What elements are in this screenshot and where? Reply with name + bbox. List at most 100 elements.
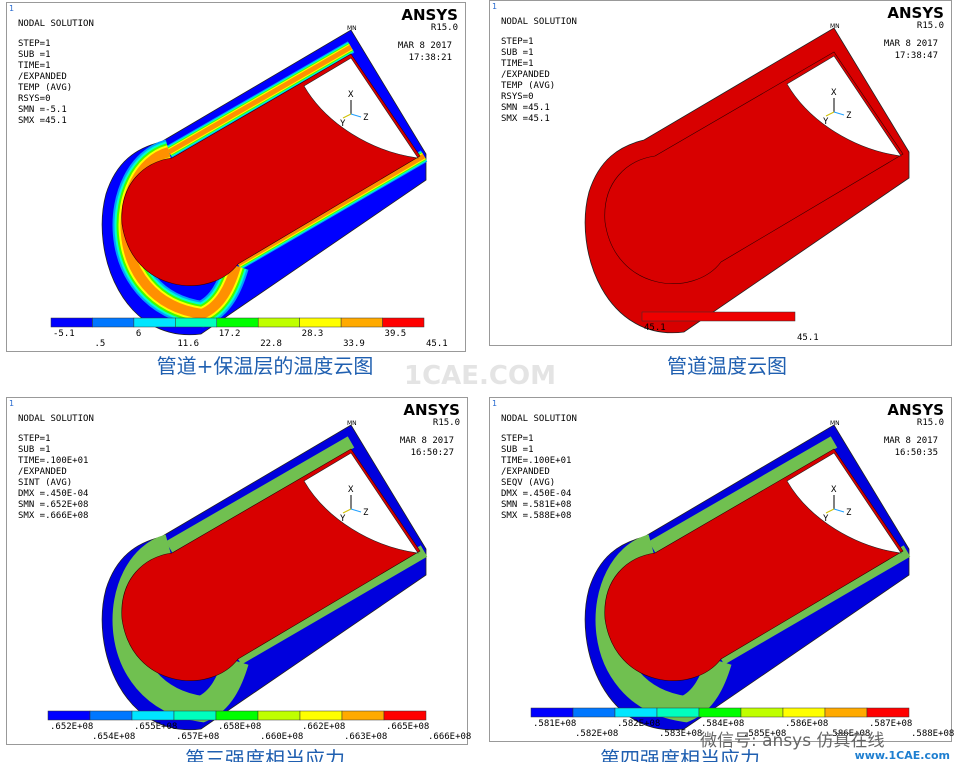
open-end	[303, 452, 419, 554]
legend-label-top: .581E+08	[533, 719, 576, 729]
watermark-center: 1CAE.COM	[404, 361, 556, 391]
legend-label-top: .584E+08	[701, 719, 744, 729]
legend-label-top: .658E+08	[218, 722, 261, 732]
caption: 第四强度相当应力	[600, 747, 760, 762]
legend-label-bottom: .582E+08	[575, 729, 618, 739]
date: MAR 8 2017	[398, 41, 452, 51]
legend-swatch	[572, 707, 616, 718]
triad-z	[350, 113, 362, 118]
legend-label-bottom: .654E+08	[92, 732, 135, 742]
version: R15.0	[917, 21, 944, 31]
legend-swatch	[257, 317, 300, 328]
legend-label-bottom: 33.9	[343, 339, 365, 349]
axis-label: X	[831, 485, 837, 495]
legend-swatch	[698, 707, 742, 718]
legend-label-top: -5.1	[53, 329, 75, 339]
legend-swatch	[92, 317, 135, 328]
caption: 第三强度相当应力	[185, 747, 345, 762]
legend-swatch	[740, 707, 784, 718]
open-end	[786, 452, 902, 554]
info-line: RSYS=0	[18, 94, 51, 104]
version: R15.0	[431, 23, 458, 33]
axis-label: Z	[846, 508, 852, 518]
min-marker: MN	[347, 25, 357, 32]
plot-title: NODAL SOLUTION	[18, 19, 94, 29]
legend-swatch	[382, 317, 425, 328]
axis-label: Z	[846, 111, 852, 121]
info-line: STEP=1	[501, 434, 534, 444]
info-line: SMN =-5.1	[18, 105, 67, 115]
watermark-site: www.1CAE.com	[855, 749, 950, 762]
min-marker: MN	[347, 420, 357, 427]
legend-label-bottom: .588E+08	[911, 729, 954, 739]
time: 16:50:35	[895, 448, 938, 458]
legend-label-bottom: .586E+08	[827, 729, 870, 739]
axis-label: Y	[340, 119, 346, 129]
triad-y	[342, 508, 352, 514]
legend-label-bottom: 45.1	[797, 333, 819, 343]
shell-layer	[236, 153, 426, 267]
legend-swatch	[530, 707, 574, 718]
page-number: 1	[9, 399, 14, 408]
triad-y	[825, 508, 835, 514]
info-line: SMX =.588E+08	[501, 511, 571, 521]
legend-swatch	[614, 707, 658, 718]
legend-label-bottom: .585E+08	[743, 729, 786, 739]
legend-swatch	[216, 317, 259, 328]
open-end	[786, 55, 902, 157]
open-end	[303, 57, 419, 159]
legend-label-bottom: .583E+08	[659, 729, 702, 739]
info-line: RSYS=0	[501, 92, 534, 102]
legend-swatch	[641, 311, 796, 322]
axis-label: Z	[363, 508, 369, 518]
info-line: SMX =.666E+08	[18, 511, 88, 521]
info-line: /EXPANDED	[18, 72, 67, 82]
legend-swatch	[383, 710, 427, 721]
info-line: SUB =1	[501, 445, 534, 455]
info-line: SEQV (AVG)	[501, 478, 555, 488]
ansys-logo: ANSYS	[403, 401, 460, 419]
legend-label-bottom: .666E+08	[428, 732, 471, 742]
date: MAR 8 2017	[884, 39, 938, 49]
caption: 管道温度云图	[667, 354, 787, 378]
legend-swatch	[340, 317, 383, 328]
info-line: SMN =45.1	[501, 103, 550, 113]
legend-label-bottom: .657E+08	[176, 732, 219, 742]
legend-swatch	[133, 317, 176, 328]
legend-swatch	[175, 317, 218, 328]
shell-layer	[234, 545, 428, 665]
legend-label-bottom: 45.1	[426, 339, 448, 349]
info-line: SMN =.581E+08	[501, 500, 571, 510]
page-number: 1	[492, 2, 497, 11]
shell-layer	[167, 44, 353, 155]
version: R15.0	[917, 418, 944, 428]
legend-label-top: 17.2	[219, 329, 241, 339]
plot-title: NODAL SOLUTION	[501, 414, 577, 424]
info-line: SINT (AVG)	[18, 478, 72, 488]
triad-y	[825, 111, 835, 117]
info-line: SMX =45.1	[18, 116, 67, 126]
info-line: SUB =1	[18, 50, 51, 60]
legend-swatch	[89, 710, 133, 721]
watermark-wechat: 微信号: ansys 仿真在线	[700, 731, 885, 751]
legend-swatch	[299, 317, 342, 328]
min-marker: MN	[830, 23, 840, 30]
axis-label: Z	[363, 113, 369, 123]
info-line: STEP=1	[18, 39, 51, 49]
legend-swatch	[299, 710, 343, 721]
caption: 管道+保温层的温度云图	[157, 354, 374, 378]
legend-swatch	[824, 707, 868, 718]
triad-z	[833, 111, 845, 116]
min-marker: MN	[830, 420, 840, 427]
legend-label-top: 39.5	[385, 329, 407, 339]
info-line: SUB =1	[501, 48, 534, 58]
info-line: DMX =.450E-04	[501, 489, 571, 499]
legend-label-top: .587E+08	[869, 719, 912, 729]
legend-label-top: .652E+08	[50, 722, 93, 732]
legend-swatch	[131, 710, 175, 721]
legend-swatch	[173, 710, 217, 721]
legend-swatch	[656, 707, 700, 718]
